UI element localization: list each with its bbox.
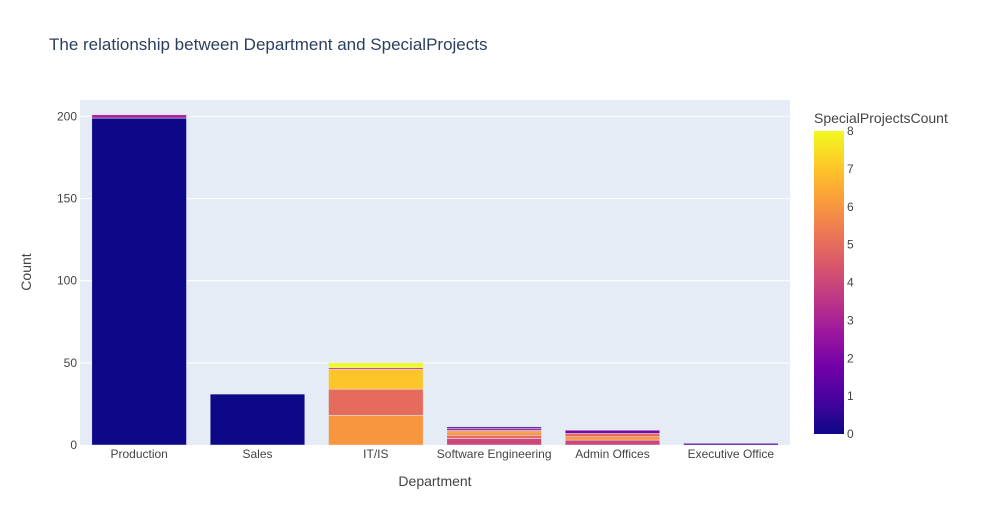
x-axis-ticks: Production Sales IT/IS Software Engineering… (110, 447, 774, 461)
colorbar-tick-label: 2 (847, 351, 854, 365)
x-tick-label: Software Engineering (437, 447, 552, 461)
bar-segment-sales (209, 393, 306, 446)
bar-segment-it-is (328, 415, 424, 446)
bar-segment-software-engineering (446, 438, 542, 446)
y-axis-ticks: 0 50 100 150 200 (57, 109, 77, 452)
bar-segment-it-is (328, 388, 424, 416)
bar-segment-software-engineering (446, 431, 542, 436)
x-axis-title: Department (398, 473, 471, 489)
plot-area (80, 100, 790, 445)
bar-segment-it-is (328, 369, 424, 390)
bar-segment-software-engineering (446, 426, 542, 429)
colorbar-title: SpecialProjectsCount (814, 110, 948, 126)
colorbar (814, 131, 844, 434)
colorbar-ticks: 0 1 2 3 4 5 6 7 8 (847, 124, 854, 441)
colorbar-tick-label: 6 (847, 200, 854, 214)
colorbar-tick-label: 0 (847, 427, 854, 441)
bar-segment-admin-offices (564, 433, 661, 438)
gridlines (80, 115, 790, 364)
bars (91, 114, 779, 446)
y-tick-label: 150 (57, 192, 77, 206)
y-tick-label: 200 (57, 109, 77, 123)
bar-segment-admin-offices (564, 436, 661, 441)
bar-segment-admin-offices (564, 439, 661, 446)
colorbar-tick-label: 5 (847, 238, 854, 252)
colorbar-tick-label: 4 (847, 276, 854, 290)
bar-segment-production (91, 117, 187, 446)
y-axis-title: Count (18, 253, 34, 290)
x-tick-label: Sales (242, 447, 272, 461)
colorbar-tick-label: 7 (847, 162, 854, 176)
bar-segment-production (91, 114, 187, 119)
bar-segment-executive-office (683, 443, 779, 446)
colorbar-tick-label: 1 (847, 389, 854, 403)
colorbar-tick-label: 8 (847, 124, 854, 138)
colorbar-tick-label: 3 (847, 313, 854, 327)
y-tick-label: 100 (57, 274, 77, 288)
bar-segment-it-is (328, 362, 424, 369)
bar-segment-admin-offices (564, 429, 661, 434)
bar-segment-software-engineering (446, 434, 542, 439)
x-tick-label: IT/IS (363, 447, 388, 461)
x-tick-label: Production (110, 447, 167, 461)
y-tick-label: 50 (64, 356, 78, 370)
chart-title: The relationship between Department and … (49, 35, 487, 54)
x-tick-label: Executive Office (688, 447, 775, 461)
x-tick-label: Admin Offices (575, 447, 649, 461)
y-tick-label: 0 (70, 438, 77, 452)
